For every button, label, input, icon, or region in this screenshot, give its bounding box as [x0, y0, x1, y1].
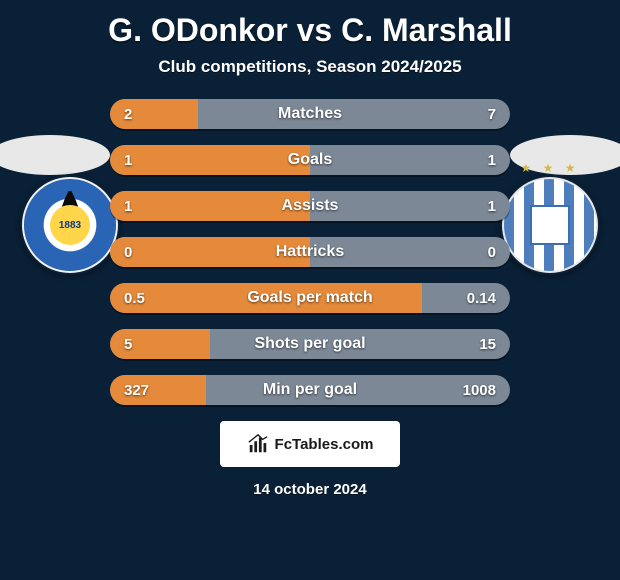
stat-label: Assists — [110, 191, 510, 221]
stat-row: 327Min per goal1008 — [110, 375, 510, 405]
stat-row: 0.5Goals per match0.14 — [110, 283, 510, 313]
stat-label: Goals — [110, 145, 510, 175]
left-oval — [0, 135, 110, 175]
left-club-badge: 1883 — [20, 175, 120, 275]
stat-row: 0Hattricks0 — [110, 237, 510, 267]
stat-label: Goals per match — [110, 283, 510, 313]
stat-row: 5Shots per goal15 — [110, 329, 510, 359]
stat-label: Min per goal — [110, 375, 510, 405]
date-text: 14 october 2024 — [0, 481, 620, 498]
right-badge-stars-icon: ★ ★ ★ — [500, 161, 600, 175]
right-badge-circle — [502, 177, 598, 273]
page: G. ODonkor vs C. Marshall Club competiti… — [0, 0, 620, 580]
stat-row: 2Matches7 — [110, 99, 510, 129]
stat-label: Shots per goal — [110, 329, 510, 359]
page-subtitle: Club competitions, Season 2024/2025 — [0, 57, 620, 77]
watermark-text: FcTables.com — [275, 436, 374, 453]
stat-row: 1Goals1 — [110, 145, 510, 175]
stat-right-value: 0 — [488, 237, 496, 267]
stat-right-value: 1008 — [463, 375, 496, 405]
stat-label: Hattricks — [110, 237, 510, 267]
stat-row: 1Assists1 — [110, 191, 510, 221]
stats-container: 2Matches71Goals11Assists10Hattricks00.5G… — [110, 99, 510, 405]
page-title: G. ODonkor vs C. Marshall — [0, 12, 620, 49]
stat-right-value: 1 — [488, 145, 496, 175]
stat-right-value: 1 — [488, 191, 496, 221]
stat-right-value: 7 — [488, 99, 496, 129]
watermark: FcTables.com — [220, 421, 400, 467]
right-badge-center-icon — [530, 205, 570, 245]
stat-label: Matches — [110, 99, 510, 129]
chart-icon — [247, 433, 269, 455]
stat-right-value: 15 — [479, 329, 496, 359]
left-badge-circle: 1883 — [22, 177, 118, 273]
stat-right-value: 0.14 — [467, 283, 496, 313]
left-badge-year: 1883 — [50, 205, 90, 245]
right-club-badge: ★ ★ ★ — [500, 175, 600, 275]
